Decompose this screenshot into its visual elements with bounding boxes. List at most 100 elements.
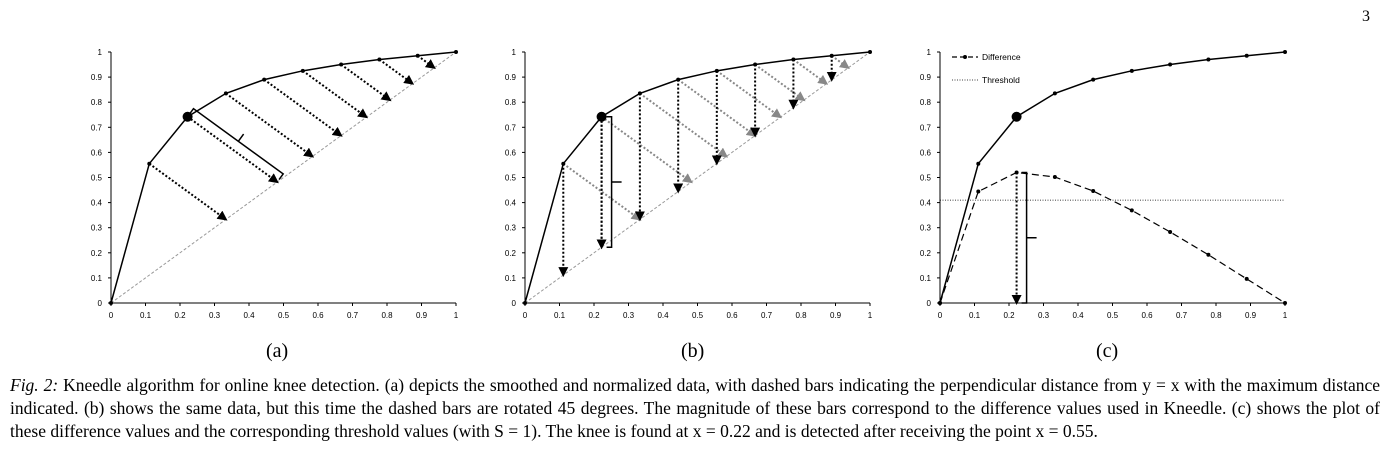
- x-tick-label: 1: [868, 311, 873, 320]
- panel-a-plot: 0 0.1 0.2 0.3 0.4 0.5 0.6 0.7 0.8 0.9 1 0 0.1 0.2 0.3 0…: [91, 48, 459, 320]
- y-tick-label: 0.3: [920, 224, 932, 233]
- perpendicular-bar: [378, 58, 415, 85]
- x-tick-label: 0.4: [657, 311, 669, 320]
- max-difference-brace: [1021, 171, 1037, 304]
- difference-point: [1244, 276, 1249, 281]
- x-tick-label: 0.7: [1176, 311, 1188, 320]
- legend-difference-marker: [963, 55, 967, 59]
- max-difference-brace: [606, 116, 622, 249]
- y-tick-label: 0.1: [920, 274, 932, 283]
- y-tick-label: 0.6: [920, 148, 932, 157]
- y-tick-label: 0: [512, 299, 517, 308]
- x-tick-label: 0.3: [209, 311, 221, 320]
- perpendicular-bar: [148, 162, 228, 221]
- y-tick-label: 0.1: [505, 274, 517, 283]
- x-tick-label: 0: [109, 311, 114, 320]
- legend-difference-label: Difference: [982, 52, 1021, 62]
- data-point: [753, 62, 758, 67]
- perpendicular-bar: [225, 92, 315, 158]
- x-tick-label: 0.9: [1245, 311, 1257, 320]
- y-tick-label: 0.7: [91, 123, 103, 132]
- x-tick-label: 0.6: [1141, 311, 1153, 320]
- subfigure-label-b: (b): [681, 340, 705, 362]
- y-tick-label: 0.9: [91, 73, 103, 82]
- panel-b-plot: 0 0.1 0.2 0.3 0.4 0.5 0.6 0.7 0.8 0.9 1 0 0.1 0.2 0.3 0…: [505, 48, 873, 320]
- x-tick-label: 0.5: [278, 311, 290, 320]
- rotated-bar: [562, 162, 642, 221]
- rotated-bar: [831, 54, 850, 69]
- data-point: [1052, 91, 1057, 96]
- x-tick-label: 0.4: [1072, 311, 1084, 320]
- x-tick-label: 0.2: [588, 311, 600, 320]
- data-point: [714, 68, 719, 73]
- y-tick-label: 0.5: [505, 174, 517, 183]
- y-tick-label: 0.7: [920, 123, 932, 132]
- y-tick-label: 0.6: [505, 148, 517, 157]
- x-tick-label: 0.1: [554, 311, 566, 320]
- data-curve: [524, 51, 871, 304]
- y-tick-label: 0.4: [920, 199, 932, 208]
- data-point: [454, 50, 458, 54]
- subfigure-label-c: (c): [1096, 340, 1119, 362]
- perpendicular-bar: [340, 63, 392, 102]
- perpendicular-bar: [302, 70, 369, 119]
- data-point: [1244, 53, 1249, 58]
- difference-point: [976, 189, 981, 194]
- max-distance-brace: [188, 107, 285, 181]
- x-tick-label: 0.7: [347, 311, 359, 320]
- data-point: [561, 161, 566, 166]
- y-tick-label: 0.2: [91, 249, 103, 258]
- page-number: 3: [1362, 8, 1370, 25]
- x-tick-label: 0.8: [795, 311, 807, 320]
- y-tick-label: 0.9: [920, 73, 932, 82]
- legend-threshold-label: Threshold: [982, 75, 1020, 85]
- data-point: [976, 161, 981, 166]
- difference-line: [939, 171, 1286, 304]
- difference-point: [1168, 229, 1173, 234]
- x-tick-label: 0.9: [830, 311, 842, 320]
- knee-point: [182, 111, 193, 122]
- y-tick-label: 0.3: [505, 224, 517, 233]
- rotated-bar: [792, 58, 829, 85]
- caption-text: Kneedle algorithm for online knee detect…: [10, 375, 1380, 441]
- y-tick-label: 1: [512, 48, 517, 57]
- y-tick-label: 0.5: [920, 174, 932, 183]
- rotated-bar: [639, 92, 729, 158]
- data-point: [377, 57, 382, 62]
- x-tick-label: 0.1: [140, 311, 152, 320]
- x-tick-label: 0.6: [312, 311, 324, 320]
- data-point: [868, 50, 872, 54]
- caption-figure-label: Fig. 2:: [10, 375, 59, 395]
- perpendicular-bar: [187, 115, 279, 184]
- data-point: [262, 77, 267, 82]
- y-tick-label: 0.2: [920, 249, 932, 258]
- rotated-bar: [716, 70, 783, 119]
- x-tick-label: 0: [938, 311, 943, 320]
- x-tick-label: 0.5: [1107, 311, 1119, 320]
- difference-point: [1283, 301, 1287, 305]
- data-point: [1168, 62, 1173, 67]
- data-point: [415, 53, 420, 58]
- y-tick-label: 0.2: [505, 249, 517, 258]
- perpendicular-bar: [263, 78, 343, 137]
- y-tick-label: 0.4: [91, 199, 103, 208]
- y-tick-label: 0.8: [920, 98, 932, 107]
- data-curve: [939, 51, 1286, 304]
- y-tick-label: 1: [98, 48, 103, 57]
- x-tick-label: 0.1: [969, 311, 981, 320]
- data-point: [829, 53, 834, 58]
- data-point: [791, 57, 796, 62]
- data-point: [300, 68, 305, 73]
- y-tick-label: 0.8: [91, 98, 103, 107]
- figure-2: 0 0.1 0.2 0.3 0.4 0.5 0.6 0.7 0.8 0.9 1 0 0.1 0.2 0.3 0…: [91, 48, 1288, 320]
- difference-point: [1091, 189, 1096, 194]
- data-point: [109, 301, 113, 305]
- difference-point: [1052, 174, 1057, 179]
- x-tick-label: 0.2: [174, 311, 186, 320]
- rotated-bar: [754, 63, 806, 102]
- y-tick-label: 0.4: [505, 199, 517, 208]
- figure-caption: Fig. 2: Kneedle algorithm for online kne…: [10, 374, 1380, 443]
- data-point: [339, 62, 344, 67]
- x-tick-label: 0.5: [692, 311, 704, 320]
- data-point: [147, 161, 152, 166]
